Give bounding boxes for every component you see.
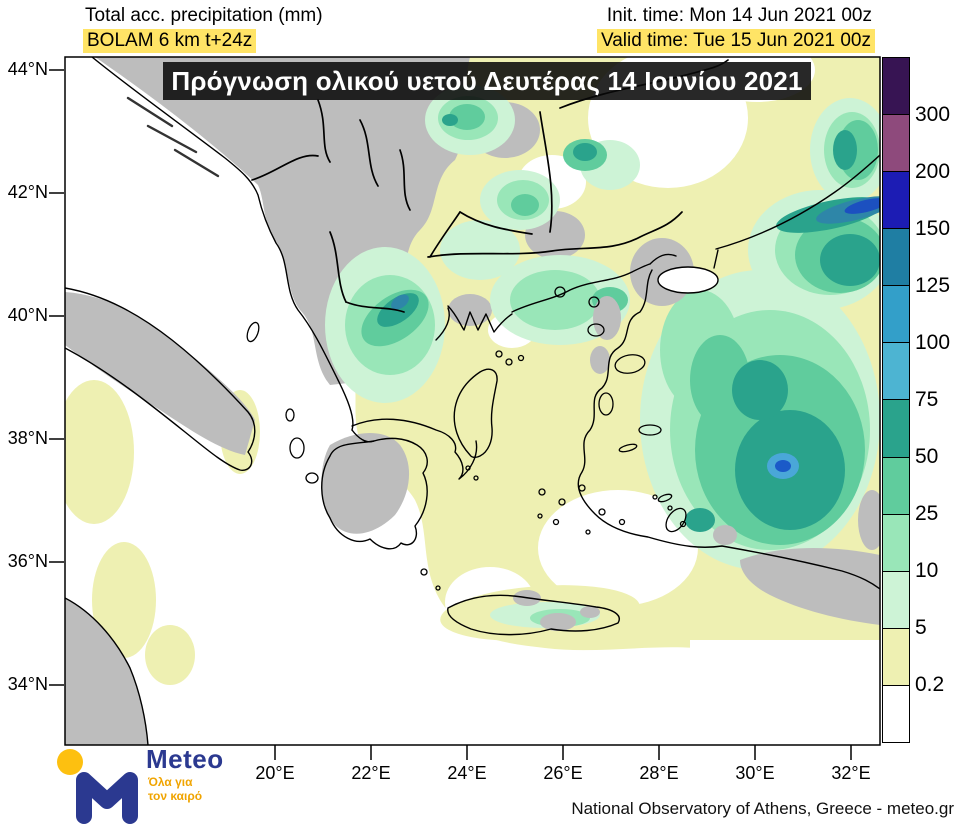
colorbar-segment <box>883 285 909 343</box>
model-run-highlight: BOLAM 6 km t+24z <box>83 29 257 53</box>
colorbar-segment <box>883 114 909 172</box>
colorbar-segment <box>883 228 909 286</box>
model-run-line: BOLAM 6 km t+24z <box>83 29 257 53</box>
colorbar-tick-5: 5 <box>915 616 927 639</box>
lon-label-20e: 20°E <box>255 763 295 783</box>
colorbar-tick-25: 25 <box>915 502 939 525</box>
lat-label-44n: 44°N <box>7 59 48 79</box>
colorbar-tick-300: 300 <box>915 103 951 126</box>
colorbar-segment <box>883 456 909 514</box>
colorbar-tick-150: 150 <box>915 217 951 240</box>
lon-label-26e: 26°E <box>543 763 583 783</box>
colorbar-tick-10: 10 <box>915 559 939 582</box>
lat-label-40n: 40°N <box>7 305 48 325</box>
product-title: Total acc. precipitation (mm) <box>85 5 323 26</box>
colorbar-segment <box>883 342 909 400</box>
colorbar-segment <box>883 399 909 457</box>
logo-sun-icon <box>57 749 83 775</box>
map-frame-and-ticks <box>49 56 881 760</box>
logo-m-icon <box>76 772 138 824</box>
lon-label-22e: 22°E <box>351 763 391 783</box>
colorbar-tick-50: 50 <box>915 445 939 468</box>
init-time-line: Init. time: Mon 14 Jun 2021 00z <box>606 5 872 26</box>
colorbar-segment <box>883 171 909 229</box>
longitude-ticks <box>274 745 852 760</box>
colorbar-tick-200: 200 <box>915 160 951 183</box>
lon-label-32e: 32°E <box>831 763 871 783</box>
colorbar-segment <box>883 684 909 742</box>
colorbar-tick-100: 100 <box>915 331 951 354</box>
dry-land-gray-coastal <box>513 238 880 631</box>
colorbar-segment <box>883 513 909 571</box>
lat-label-42n: 42°N <box>7 182 48 202</box>
colorbar-tick-125: 125 <box>915 274 951 297</box>
lon-label-28e: 28°E <box>639 763 679 783</box>
attribution-text: National Observatory of Athens, Greece -… <box>571 799 954 818</box>
coastlines <box>65 57 880 745</box>
lat-label-36n: 36°N <box>7 551 48 571</box>
adriatic-islands <box>126 96 220 178</box>
precipitation-colorbar <box>882 57 910 743</box>
lon-label-24e: 24°E <box>447 763 487 783</box>
latitude-ticks <box>49 69 64 686</box>
colorbar-tick-75: 75 <box>915 388 939 411</box>
logo-tagline-2: τον καιρό <box>148 789 203 803</box>
map-layers <box>65 57 880 745</box>
lat-label-38n: 38°N <box>7 428 48 448</box>
logo-brand: Meteo <box>146 744 224 774</box>
precip-band-75-150mm <box>391 196 880 479</box>
meteo-logo <box>57 749 138 824</box>
colorbar-segment <box>883 58 909 115</box>
lon-label-30e: 30°E <box>735 763 775 783</box>
valid-time-highlight: Valid time: Tue 15 Jun 2021 00z <box>596 29 875 53</box>
logo-tagline-1: Όλα για <box>148 775 193 789</box>
colorbar-segment <box>883 570 909 628</box>
lat-label-34n: 34°N <box>7 674 48 694</box>
colorbar-tick-0_2: 0.2 <box>915 673 945 696</box>
aegean-islands <box>246 286 687 591</box>
map-title-banner: Πρόγνωση ολικού υετού Δευτέρας 14 Ιουνίο… <box>163 62 811 100</box>
valid-time-line: Valid time: Tue 15 Jun 2021 00z <box>596 29 875 53</box>
colorbar-segment <box>883 627 909 685</box>
